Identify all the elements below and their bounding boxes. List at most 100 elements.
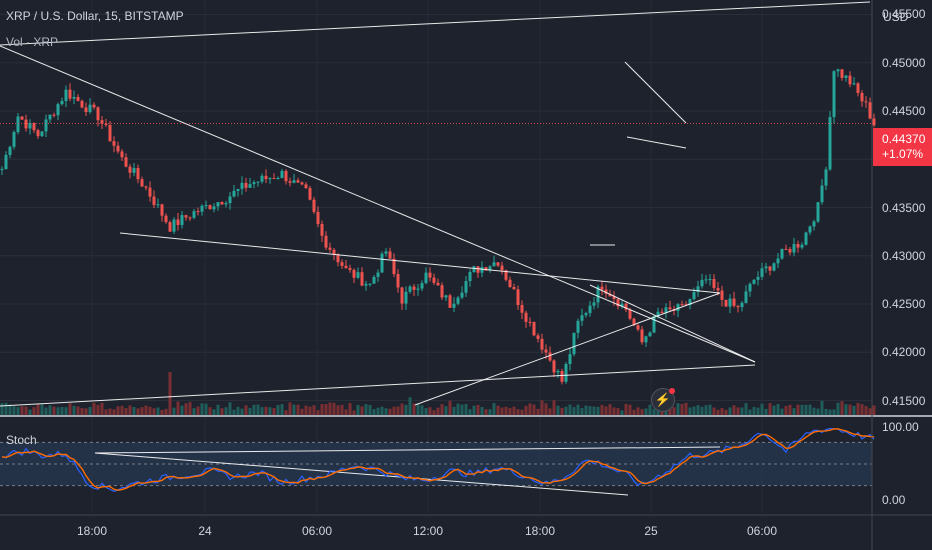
candle-body: [356, 272, 360, 278]
volume-bar: [0, 403, 4, 415]
candle-body: [436, 282, 440, 286]
candle-body: [472, 266, 476, 273]
candle-body: [700, 279, 704, 287]
candle-body: [732, 298, 736, 306]
volume-bar: [812, 407, 816, 415]
trendline: [626, 136, 687, 149]
candle-body: [248, 184, 252, 188]
candle-body: [540, 338, 544, 350]
candle-body: [368, 283, 372, 285]
volume-legend[interactable]: Vol · XRP: [6, 35, 59, 49]
volume-bar: [728, 407, 732, 415]
volume-bar: [28, 409, 32, 415]
volume-bar: [116, 406, 120, 415]
volume-bar: [440, 404, 444, 415]
candle-body: [784, 248, 788, 250]
volume-bar: [308, 406, 312, 415]
volume-bar: [636, 407, 640, 415]
time-tick-label: 18:00: [524, 524, 556, 538]
volume-bar: [864, 406, 868, 415]
volume-bar: [84, 408, 88, 415]
symbol-title[interactable]: XRP / U.S. Dollar, 15, BITSTAMP: [6, 9, 184, 23]
candle-body: [348, 268, 352, 270]
candle-body: [756, 276, 760, 280]
stoch-legend[interactable]: Stoch: [6, 433, 37, 447]
volume-bar: [796, 404, 800, 415]
candle-body: [684, 304, 688, 306]
candle-body: [460, 292, 464, 298]
volume-bar: [544, 403, 548, 415]
volume-bar: [800, 404, 804, 415]
candle-body: [792, 244, 796, 253]
candle-body: [652, 316, 656, 333]
volume-bar: [740, 407, 744, 415]
volume-bar: [32, 407, 36, 415]
candle-body: [744, 291, 748, 303]
volume-bar: [340, 404, 344, 415]
candle-body: [288, 181, 292, 183]
volume-bar: [248, 407, 252, 415]
volume-bar: [232, 409, 236, 415]
candle-body: [624, 303, 628, 310]
candle-body: [404, 291, 408, 304]
candle-body: [844, 75, 848, 78]
volume-bar: [140, 407, 144, 415]
trendlines[interactable]: [0, 1, 872, 496]
candle-body: [692, 292, 696, 300]
candle-body: [544, 349, 548, 353]
price-tick-label: 0.43000: [882, 248, 926, 263]
volume-bar: [356, 404, 360, 415]
candle-body: [244, 182, 248, 188]
candle-body: [872, 118, 876, 126]
volume-bar: [260, 407, 264, 415]
trendline: [94, 446, 721, 454]
volume-bar: [76, 406, 80, 415]
currency-label[interactable]: USD: [883, 10, 909, 24]
volume-bar: [564, 406, 568, 415]
lightning-icon[interactable]: ⚡: [651, 388, 675, 412]
volume-bar: [368, 404, 372, 415]
volume-bar: [780, 408, 784, 415]
volume-bar: [432, 410, 436, 415]
volume-bar: [840, 401, 844, 415]
volume-bar: [824, 408, 828, 415]
candle-body: [360, 272, 364, 286]
candle-body: [748, 283, 752, 292]
candle-body: [488, 266, 492, 271]
price-tick-label: 0.43500: [882, 200, 926, 215]
volume-bar: [36, 404, 40, 415]
candle-body: [484, 267, 488, 271]
stochastic-lines: [1, 427, 875, 492]
candle-body: [824, 169, 828, 186]
volume-bar: [856, 402, 860, 415]
volume-bar: [528, 403, 532, 415]
candle-body: [176, 219, 180, 226]
candle-body: [840, 69, 844, 78]
price-tick-label: 0.45500: [882, 7, 926, 22]
volume-bar: [392, 406, 396, 415]
candle-body: [856, 83, 860, 93]
candle-body: [816, 202, 820, 222]
candle-body: [380, 253, 384, 273]
candle-body: [108, 125, 112, 142]
candle-body: [272, 178, 276, 180]
candle-body: [196, 211, 200, 213]
candle-body: [552, 360, 556, 373]
candle-body: [664, 307, 668, 313]
candle-body: [28, 123, 32, 129]
candle-body: [328, 247, 332, 250]
candle-body: [152, 196, 156, 206]
volume-bar: [92, 402, 96, 415]
candle-body: [548, 352, 552, 361]
volume-bar: [180, 405, 184, 415]
candle-body: [60, 100, 64, 105]
candle-body: [100, 120, 104, 124]
candle-body: [116, 145, 120, 152]
volume-bar: [868, 408, 872, 415]
volume-bar: [108, 408, 112, 415]
volume-bar: [344, 409, 348, 415]
volume-bar: [256, 404, 260, 415]
volume-bar: [228, 402, 232, 415]
candle-body: [304, 184, 308, 189]
